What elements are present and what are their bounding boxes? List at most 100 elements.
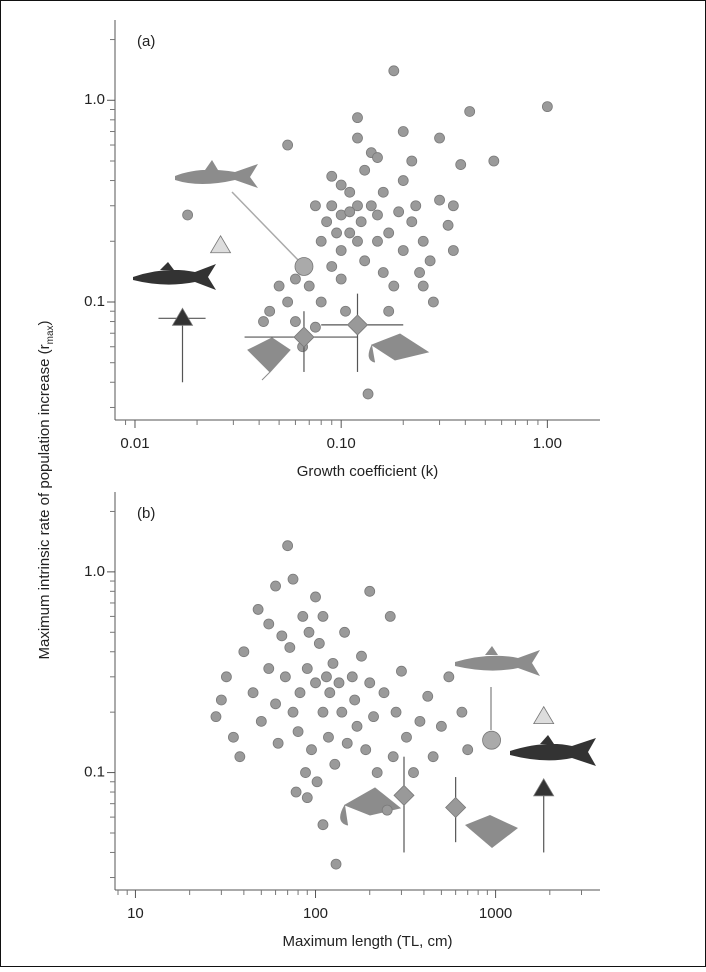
point [283,140,293,150]
point [283,541,293,551]
point [435,133,445,143]
point [280,672,290,682]
point [334,678,344,688]
point [457,707,467,717]
point [332,228,342,238]
point [352,721,362,731]
point [347,672,357,682]
point [314,638,324,648]
point [336,180,346,190]
point [328,658,338,668]
point [211,712,221,722]
point [389,66,399,76]
point [372,768,382,778]
point [318,611,328,621]
y-label-sub: max [45,325,56,344]
point [285,642,295,652]
y-label-text: Maximum intrinsic rate of population inc… [36,344,53,659]
point [345,187,355,197]
point [283,297,293,307]
point [288,574,298,584]
point [239,647,249,657]
panel-label: (b) [137,505,155,522]
point [448,201,458,211]
y-tick-label: 1.0 [84,563,105,580]
point [336,245,346,255]
point [235,752,245,762]
point [312,777,322,787]
point [325,688,335,698]
point [369,712,379,722]
point [415,716,425,726]
point [271,581,281,591]
point [327,171,337,181]
x-tick-label: 0.01 [120,435,149,452]
point [316,236,326,246]
point [360,165,370,175]
point [428,752,438,762]
point [463,745,473,755]
point [295,688,305,698]
point [273,738,283,748]
point [356,217,366,227]
point [323,732,333,742]
point [318,820,328,830]
point [342,738,352,748]
point [372,236,382,246]
point [345,228,355,238]
point [398,245,408,255]
x-tick-label: 1.00 [533,435,562,452]
point [398,176,408,186]
point [456,160,466,170]
point [258,317,268,327]
point [330,759,340,769]
point [337,707,347,717]
point [384,228,394,238]
point [353,133,363,143]
point [310,201,320,211]
point [378,268,388,278]
point [363,389,373,399]
point [248,688,258,698]
point [443,220,453,230]
point [183,210,193,220]
panel-label: (a) [137,33,155,50]
point [366,201,376,211]
point [293,727,303,737]
highlight-point [483,731,501,749]
figure: Maximum intrinsic rate of population inc… [0,0,706,967]
point [321,672,331,682]
point [311,678,321,688]
point [425,256,435,266]
point [407,156,417,166]
point [444,672,454,682]
point [221,672,231,682]
point [379,688,389,698]
point [310,322,320,332]
point [372,210,382,220]
point [322,217,332,227]
point [264,664,274,674]
point [365,586,375,596]
point [356,651,366,661]
point [415,268,425,278]
point [350,695,360,705]
point [398,127,408,137]
point [465,106,475,116]
point [331,859,341,869]
point [301,768,311,778]
point [372,153,382,163]
point [304,281,314,291]
x-tick-label: 10 [127,905,144,922]
point [316,297,326,307]
point [277,631,287,641]
point [388,752,398,762]
point [228,732,238,742]
point [423,691,433,701]
x-axis-title: Maximum length (TL, cm) [282,933,452,950]
x-axis-title: Growth coefficient (k) [297,463,438,480]
point [298,611,308,621]
point [265,306,275,316]
point [256,716,266,726]
point [360,256,370,266]
